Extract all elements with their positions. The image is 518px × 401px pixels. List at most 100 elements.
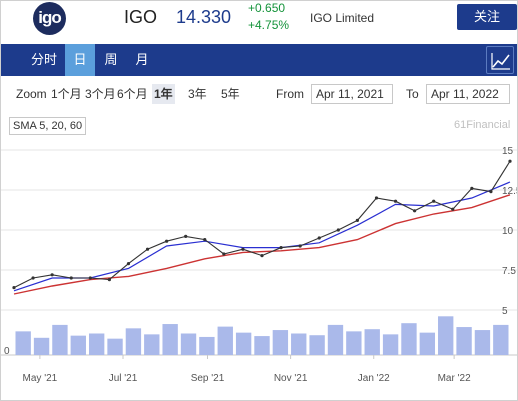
- price-point: [165, 239, 169, 243]
- company-logo: igo: [33, 2, 66, 35]
- volume-bar: [456, 327, 472, 355]
- price-change: +0.650: [248, 1, 286, 15]
- price-point: [374, 196, 379, 200]
- volume-bar: [438, 316, 454, 355]
- volume-bars: [15, 316, 509, 355]
- volume-bar: [107, 338, 123, 355]
- volume-bar: [382, 334, 399, 355]
- volume-bar: [15, 331, 31, 355]
- tab-intraday[interactable]: 分时: [30, 52, 57, 67]
- price-point: [336, 228, 340, 232]
- price-line: [13, 160, 511, 289]
- price-point: [203, 238, 207, 242]
- zoom-3m-button[interactable]: 3个月: [85, 87, 116, 101]
- last-price: 14.330: [176, 7, 232, 27]
- price-point: [145, 247, 150, 251]
- volume-bar: [180, 333, 197, 355]
- price-point: [355, 218, 359, 222]
- watermark: 61Financial: [454, 119, 511, 131]
- zoom-label: Zoom: [16, 87, 47, 101]
- price-point: [222, 252, 226, 256]
- x-tick-label: Jul '21: [109, 373, 138, 384]
- zoom-1m-button[interactable]: 1个月: [51, 87, 82, 101]
- zoom-5y-button[interactable]: 5年: [221, 87, 240, 101]
- volume-bar: [235, 332, 252, 355]
- chart-type-icon[interactable]: [486, 46, 514, 74]
- volume-bar: [272, 330, 289, 355]
- from-date-input[interactable]: Apr 11, 2021: [311, 84, 393, 104]
- price-point: [12, 286, 16, 290]
- to-label: To: [406, 87, 419, 101]
- price-point: [31, 276, 35, 280]
- sma60-line: [13, 194, 511, 295]
- tab-weekly[interactable]: 周: [104, 52, 118, 67]
- price-point: [184, 234, 188, 238]
- price-point: [279, 246, 283, 250]
- company-name: IGO Limited: [310, 11, 375, 25]
- price-point: [489, 190, 493, 194]
- price-point: [413, 209, 417, 213]
- price-change-percent: +4.75%: [248, 18, 290, 32]
- price-point: [317, 236, 321, 240]
- volume-bar: [364, 329, 380, 355]
- price-point: [107, 278, 111, 282]
- volume-bar: [291, 333, 307, 355]
- follow-button[interactable]: 关注: [457, 4, 517, 30]
- zoom-6m-button[interactable]: 6个月: [117, 87, 148, 101]
- volume-bar: [144, 334, 160, 355]
- y-tick-label: 7.5: [502, 266, 516, 277]
- price-point: [260, 254, 264, 258]
- price-point: [393, 199, 398, 203]
- price-point: [432, 199, 436, 203]
- zoom-3y-button[interactable]: 3年: [188, 87, 207, 101]
- price-point: [69, 276, 73, 280]
- series-lines: [12, 159, 512, 295]
- price-point: [298, 244, 302, 248]
- x-tick-label: Nov '21: [274, 373, 308, 384]
- price-point: [50, 273, 54, 277]
- volume-bar: [474, 330, 491, 355]
- x-tick-label: Mar '22: [438, 373, 471, 384]
- volume-bar: [125, 328, 142, 355]
- indicator-legend[interactable]: SMA 5, 20, 60: [9, 117, 87, 135]
- x-tick-label: May '21: [23, 373, 58, 384]
- y-tick-label: 5: [502, 306, 508, 317]
- x-tick-label: Sep '21: [191, 373, 225, 384]
- volume-bar: [88, 333, 105, 355]
- volume-bar: [254, 336, 270, 355]
- axis-labels: 5 7.5 10 12.5 15 0 May '21 Jul '21 Sep '21 Nov '2…: [4, 146, 518, 384]
- period-tab-bar: 分时 日 周 月: [0, 44, 518, 76]
- sma20-line: [13, 181, 511, 292]
- zoom-1y-button[interactable]: 1年: [152, 84, 175, 104]
- price-point: [126, 262, 131, 266]
- volume-bar: [52, 324, 68, 355]
- volume-bar: [309, 335, 325, 355]
- to-date-input[interactable]: Apr 11, 2022: [426, 84, 510, 104]
- volume-bar: [199, 336, 215, 355]
- volume-bar: [401, 323, 417, 355]
- price-point: [451, 207, 455, 211]
- y-tick-label: 10: [502, 226, 514, 237]
- tab-daily[interactable]: 日: [65, 44, 95, 76]
- volume-bar: [419, 332, 436, 355]
- tab-monthly[interactable]: 月: [135, 52, 149, 67]
- price-chart[interactable]: 5 7.5 10 12.5 15 0 May '21 Jul '21 Sep '21 Nov '2…: [0, 110, 518, 401]
- grid-lines: [0, 149, 518, 359]
- y-tick-label: 15: [502, 146, 514, 157]
- volume-bar: [33, 337, 50, 355]
- ticker-symbol: IGO: [124, 7, 158, 27]
- from-label: From: [276, 87, 304, 101]
- volume-bar: [162, 324, 178, 355]
- price-point: [88, 276, 92, 280]
- price-point: [470, 186, 474, 190]
- volume-bar: [217, 326, 233, 355]
- range-controls: Zoom 1个月 3个月 6个月 1年 3年 5年 From Apr 11, 2…: [0, 84, 518, 104]
- volume-axis-label: 0: [4, 346, 10, 357]
- y-tick-label: 12.5: [502, 186, 518, 197]
- quote-header: igo IGO 14.330 +0.650 +4.75% IGO Limited…: [0, 0, 518, 40]
- volume-bar: [327, 324, 344, 355]
- x-tick-label: Jan '22: [358, 373, 390, 384]
- volume-bar: [493, 324, 509, 355]
- volume-bar: [346, 331, 362, 355]
- volume-bar: [70, 335, 86, 355]
